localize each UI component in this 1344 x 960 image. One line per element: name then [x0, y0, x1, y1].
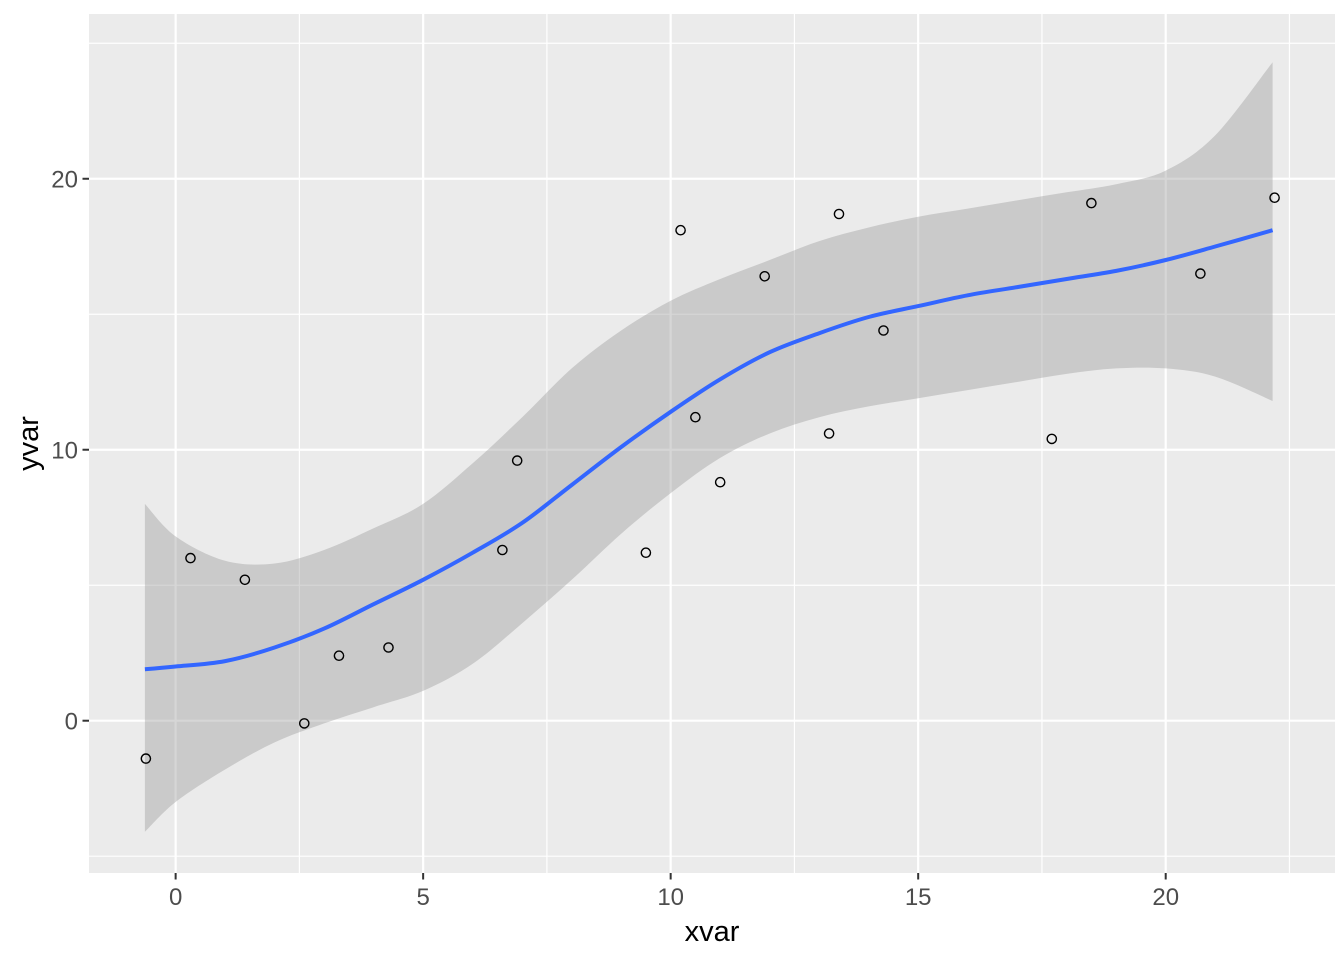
data-point [185, 552, 196, 564]
data-point [640, 547, 652, 559]
minor-gridlines [89, 14, 1335, 873]
data-point [140, 753, 152, 764]
data-point [383, 642, 394, 653]
data-point [511, 455, 523, 466]
plot-panel [89, 14, 1335, 873]
data-point [823, 428, 835, 439]
data-point [833, 208, 845, 220]
y-axis-tick-marks [82, 177, 89, 722]
data-point [333, 650, 345, 662]
data-point [878, 325, 889, 336]
data-point [759, 270, 771, 282]
data-point [1046, 433, 1058, 445]
smooth-line [144, 228, 1274, 672]
y-tick-label: 0 [65, 708, 78, 735]
x-tick-label: 5 [416, 884, 429, 911]
y-tick-label: 10 [51, 437, 78, 464]
data-points [140, 192, 1280, 764]
data-point [497, 544, 508, 556]
y-axis-title: yvar [13, 416, 45, 471]
major-gridlines [89, 14, 1335, 873]
data-point [690, 411, 701, 423]
data-point [298, 718, 310, 729]
data-point [1269, 192, 1280, 203]
y-tick-label: 20 [51, 166, 78, 193]
x-tick-label: 10 [657, 884, 684, 911]
y-axis-tick-labels: 0 10 20 [51, 166, 78, 735]
x-tick-label: 15 [905, 884, 932, 911]
x-tick-label: 20 [1152, 884, 1179, 911]
x-tick-label: 0 [169, 884, 182, 911]
x-axis-title: xvar [685, 916, 740, 948]
data-point [1195, 268, 1206, 279]
data-point [675, 224, 686, 236]
data-point [1086, 197, 1097, 209]
x-axis-tick-marks [174, 873, 1167, 880]
data-point [714, 476, 726, 488]
x-axis-tick-labels: 0 5 10 15 20 [169, 884, 1179, 911]
confidence-band [144, 62, 1273, 832]
data-point [239, 574, 251, 586]
